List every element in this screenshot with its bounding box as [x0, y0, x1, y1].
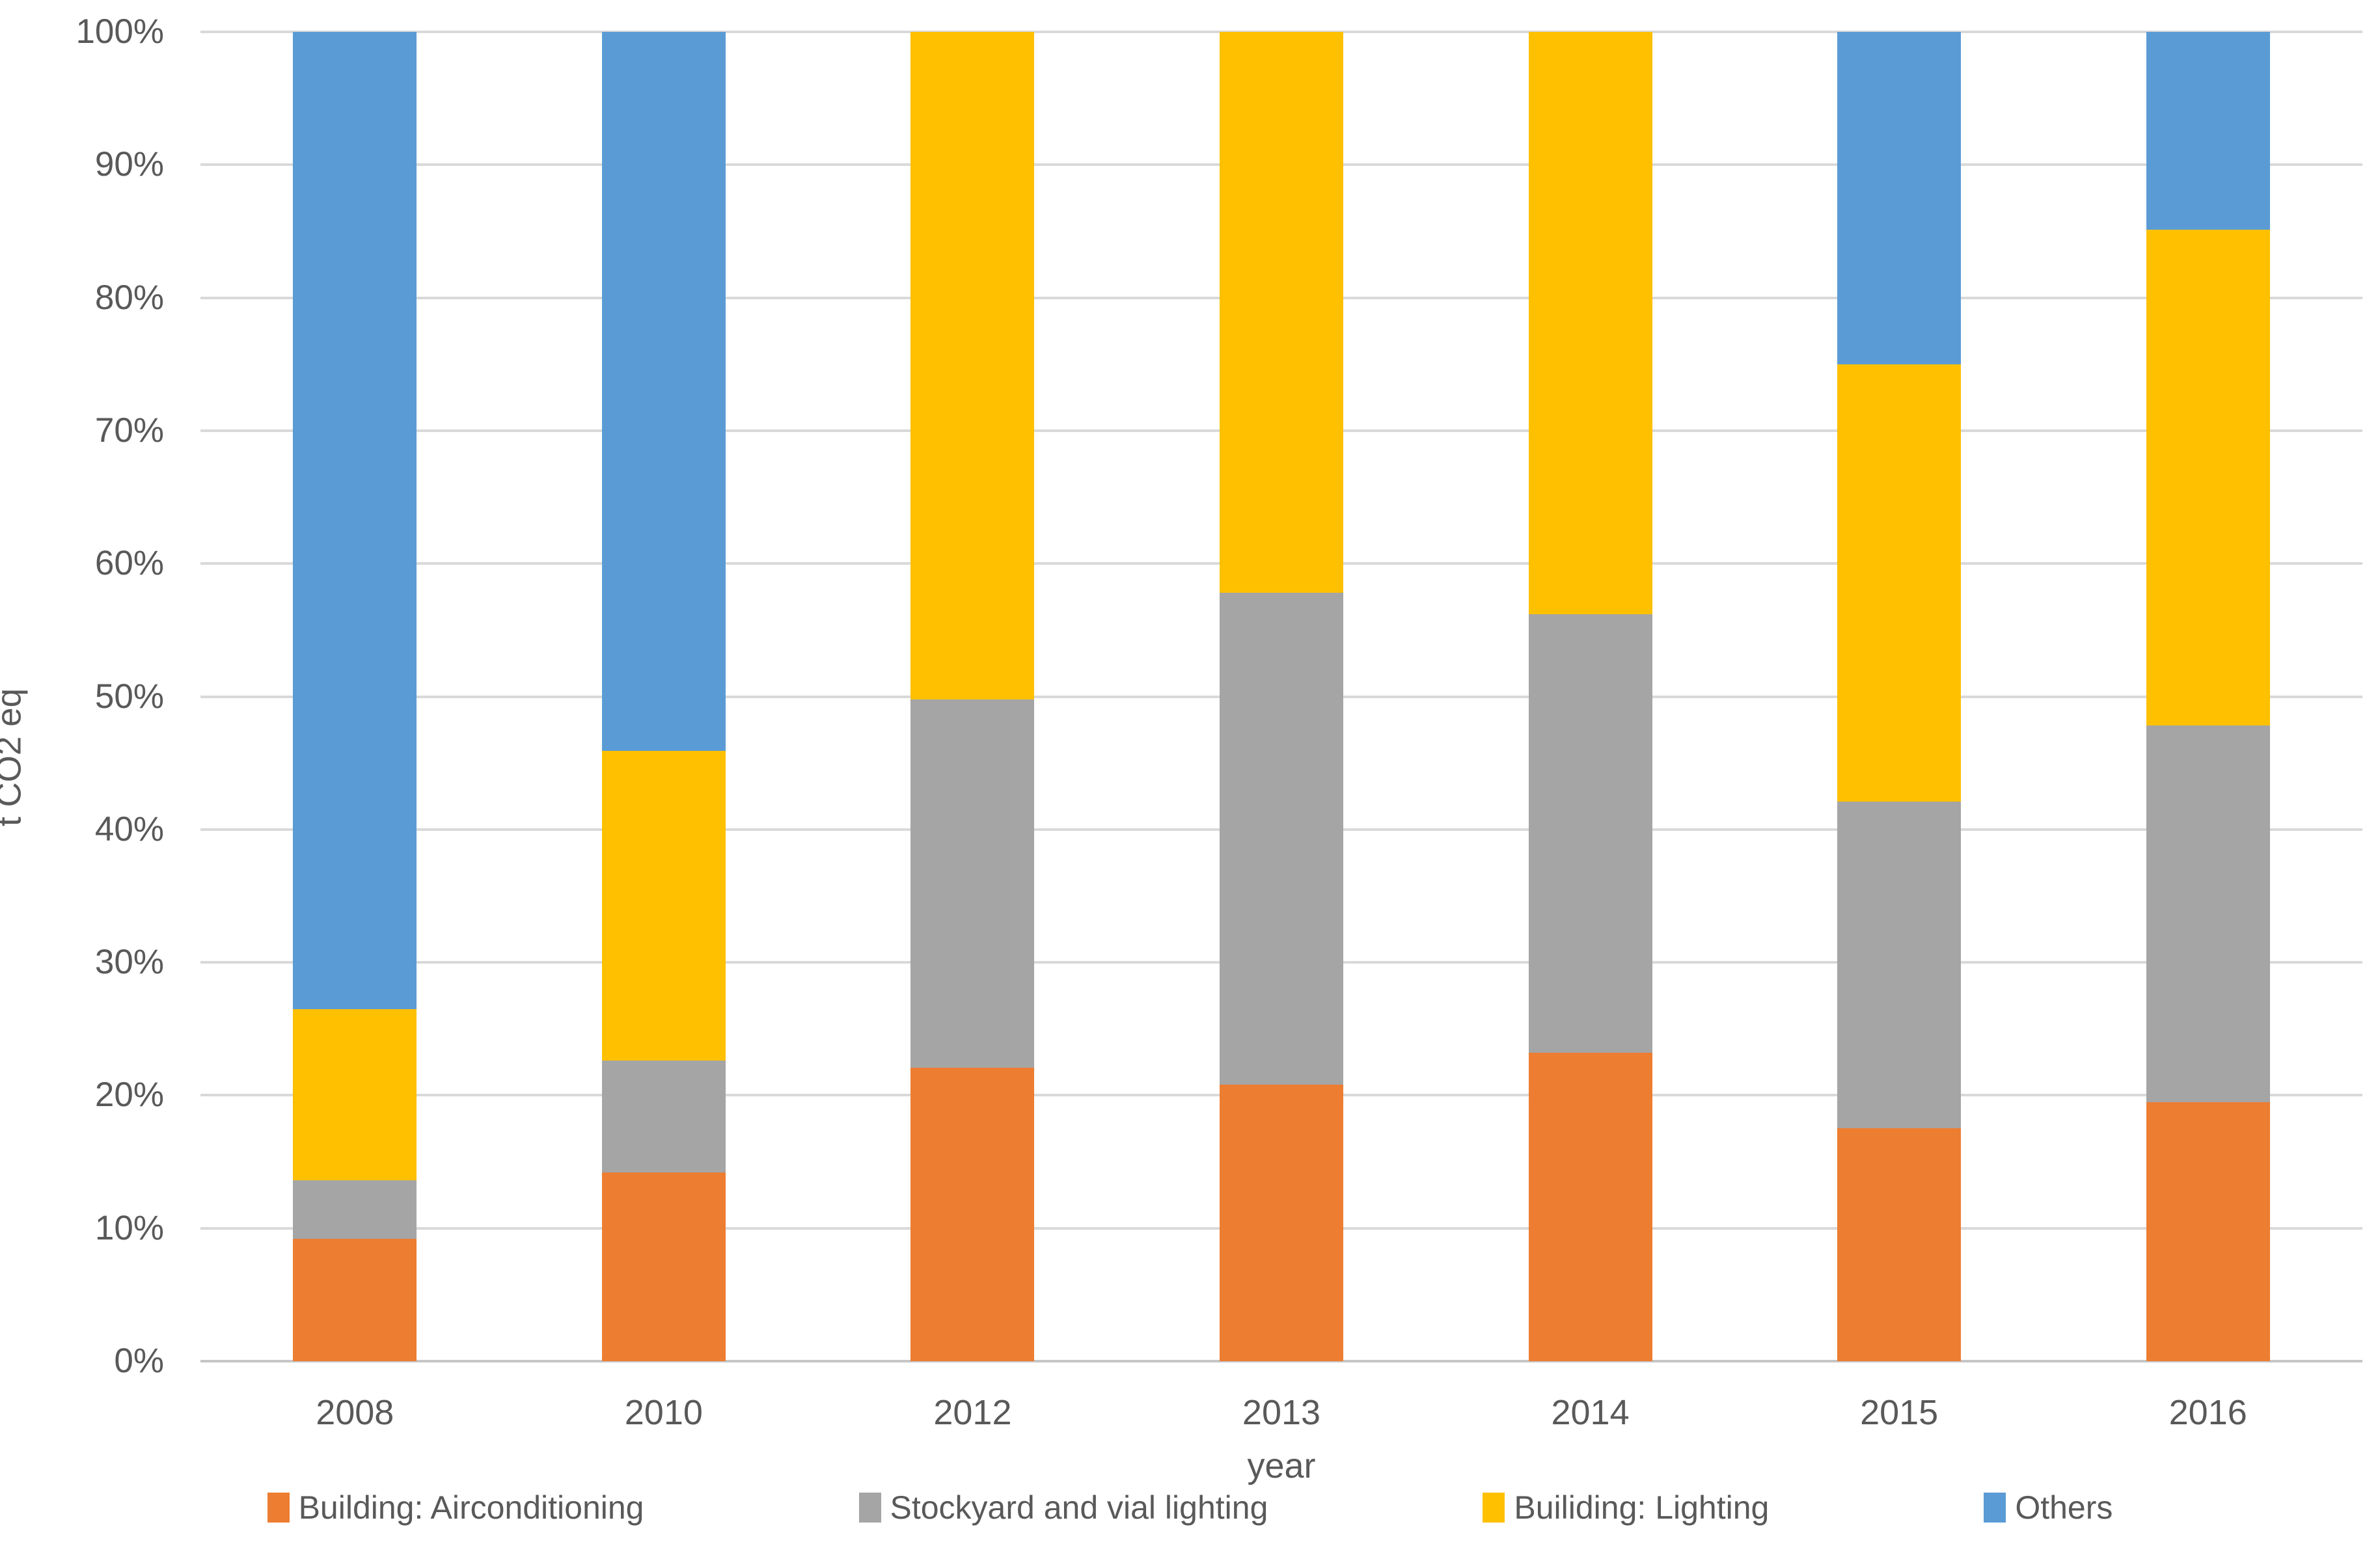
bar-2008 — [293, 32, 417, 1361]
bar-segment — [293, 32, 417, 1009]
gridline-100% — [200, 31, 2362, 33]
legend-item: Builiding: Lighting — [1483, 1489, 1769, 1526]
bar-segment — [910, 1067, 1035, 1361]
legend-label: Stockyard and vial lighting — [890, 1489, 1268, 1526]
bar-segment — [1528, 1053, 1652, 1361]
bar-2010 — [601, 32, 726, 1361]
y-tick-label-60%: 60% — [94, 544, 164, 583]
bar-segment — [1837, 801, 1962, 1129]
bar-segment — [601, 1061, 726, 1172]
y-tick-label-80%: 80% — [94, 278, 164, 317]
bar-segment — [1837, 1128, 1962, 1361]
bar-2012 — [910, 32, 1035, 1361]
bar-segment — [601, 751, 726, 1061]
x-tick-label-2008: 2008 — [316, 1393, 394, 1432]
bar-2014 — [1528, 32, 1652, 1361]
bar-segment — [1528, 32, 1652, 614]
legend-swatch-icon — [1984, 1493, 2006, 1523]
x-tick-label-2015: 2015 — [1860, 1393, 1939, 1432]
bar-segment — [1837, 364, 1962, 802]
bar-segment — [601, 1172, 726, 1361]
y-axis-title: t CO2 eq — [0, 688, 29, 826]
y-tick-label-0%: 0% — [114, 1342, 164, 1380]
legend-swatch-icon — [267, 1493, 290, 1523]
y-tick-label-50%: 50% — [94, 677, 164, 716]
bar-segment — [1220, 593, 1343, 1085]
bar-segment — [1220, 1085, 1343, 1361]
y-tick-label-90%: 90% — [94, 145, 164, 184]
y-tick-label-30%: 30% — [94, 943, 164, 982]
legend-swatch-icon — [1483, 1493, 1505, 1523]
legend-swatch-icon — [858, 1493, 881, 1523]
x-axis-title: year — [1247, 1446, 1316, 1485]
bar-segment — [293, 1009, 417, 1181]
legend-item: Others — [1984, 1489, 2113, 1526]
plot-area — [200, 31, 2362, 1362]
legend-item: Building: Airconditioning — [267, 1489, 644, 1526]
bar-segment — [2146, 32, 2270, 230]
bar-2013 — [1220, 32, 1343, 1361]
x-tick-label-2016: 2016 — [2168, 1393, 2247, 1432]
y-tick-label-70%: 70% — [94, 411, 164, 450]
bar-segment — [1837, 32, 1962, 364]
y-tick-label-10%: 10% — [94, 1208, 164, 1247]
x-axis-line — [200, 1360, 2362, 1362]
legend: Building: Airconditioning Stockyard and v… — [0, 1489, 2380, 1526]
legend-label: Others — [2015, 1489, 2113, 1526]
bar-segment — [2146, 725, 2270, 1102]
bar-segment — [2146, 230, 2270, 726]
y-tick-label-40%: 40% — [94, 809, 164, 848]
x-tick-label-2014: 2014 — [1551, 1393, 1630, 1432]
bar-segment — [601, 32, 726, 752]
bar-2016 — [2146, 32, 2270, 1361]
legend-label: Builiding: Lighting — [1514, 1489, 1770, 1526]
bar-segment — [910, 699, 1035, 1068]
bar-segment — [293, 1239, 417, 1361]
x-tick-label-2013: 2013 — [1242, 1393, 1321, 1432]
y-tick-label-20%: 20% — [94, 1076, 164, 1115]
x-tick-label-2010: 2010 — [624, 1393, 703, 1432]
bar-2015 — [1837, 32, 1962, 1361]
bar-segment — [2146, 1102, 2270, 1361]
legend-item: Stockyard and vial lighting — [858, 1489, 1268, 1526]
bar-segment — [910, 32, 1035, 699]
bar-segment — [1528, 614, 1652, 1053]
bar-segment — [1220, 32, 1343, 593]
bar-segment — [293, 1180, 417, 1239]
legend-label: Building: Airconditioning — [298, 1489, 644, 1526]
x-tick-label-2012: 2012 — [933, 1393, 1012, 1432]
y-tick-label-100%: 100% — [75, 12, 164, 51]
